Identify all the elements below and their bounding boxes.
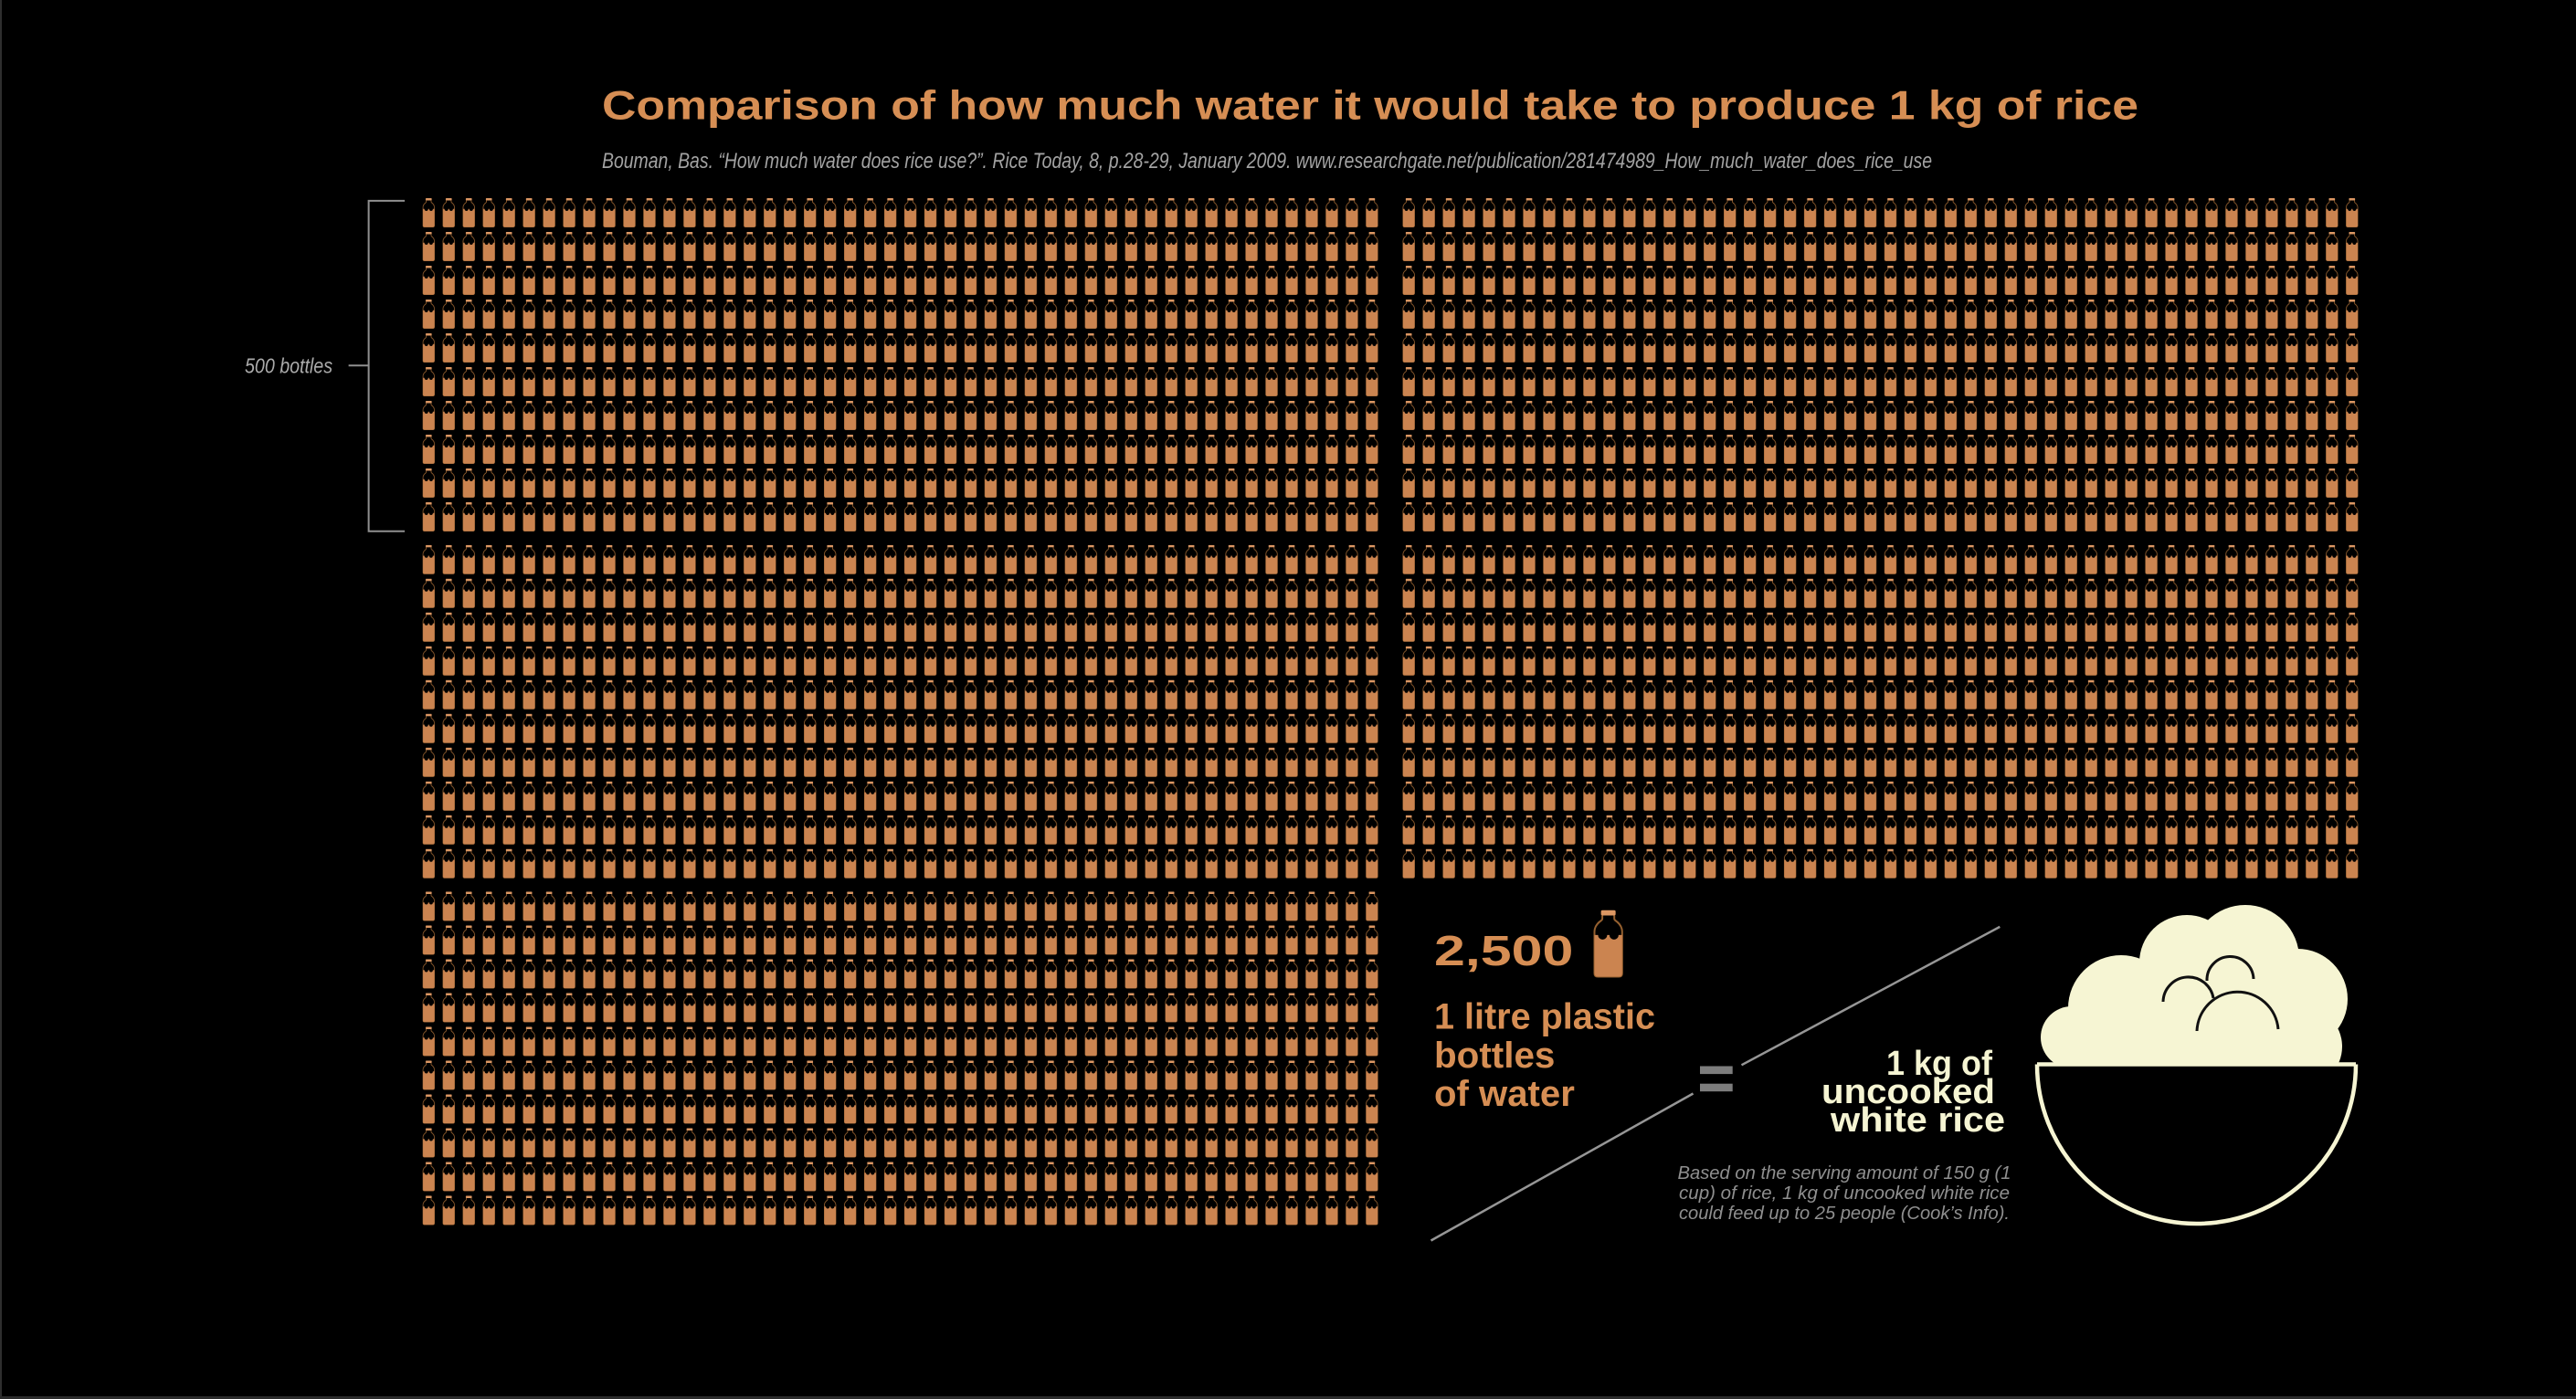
svg-text:cup) of rice, 1 kg of uncooked: cup) of rice, 1 kg of uncooked white ric… [1679, 1183, 2010, 1204]
svg-text:Bouman, Bas. “How much water d: Bouman, Bas. “How much water does rice u… [602, 149, 1932, 174]
svg-text:1 litre plastic: 1 litre plastic [1434, 997, 1655, 1037]
svg-text:1 kg of: 1 kg of [1886, 1045, 1992, 1083]
svg-text:of water: of water [1434, 1074, 1575, 1114]
svg-text:uncooked: uncooked [1821, 1073, 1995, 1111]
svg-text:Comparison of how much water i: Comparison of how much water it would ta… [602, 84, 2138, 129]
svg-text:500 bottles: 500 bottles [245, 354, 333, 378]
svg-text:could feed up to 25 people (Co: could feed up to 25 people (Cook’s Info)… [1679, 1203, 2010, 1224]
svg-text:2,500: 2,500 [1434, 927, 1573, 974]
svg-text:Based on the serving amount of: Based on the serving amount of 150 g (1 [1678, 1162, 2011, 1183]
svg-text:bottles: bottles [1434, 1036, 1555, 1076]
svg-text:white rice: white rice [1830, 1101, 2005, 1140]
